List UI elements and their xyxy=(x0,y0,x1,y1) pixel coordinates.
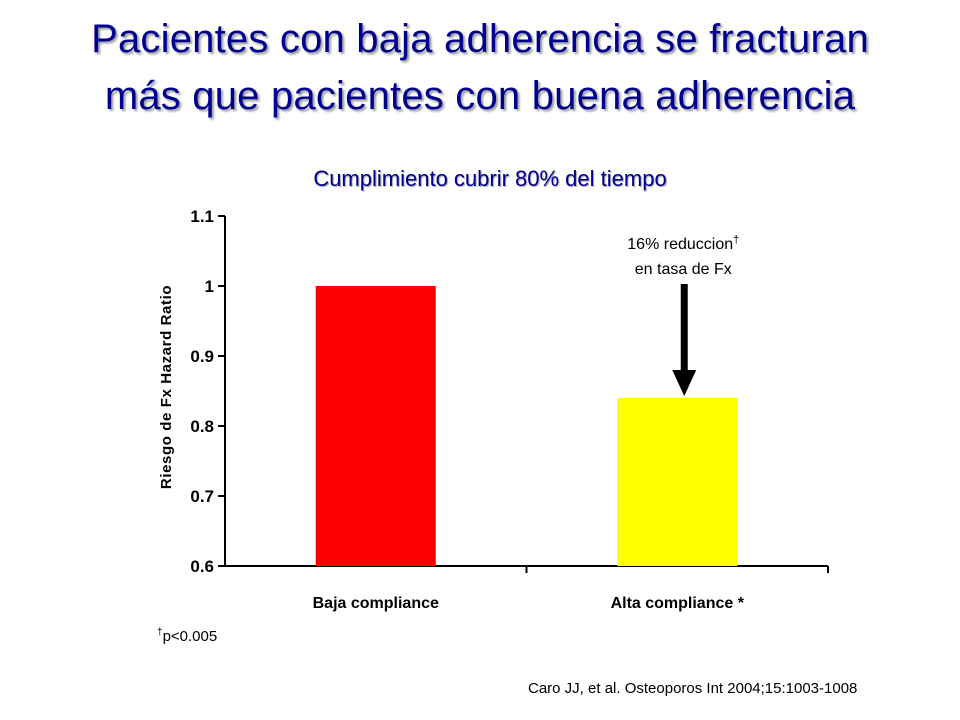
y-tick-label: 1 xyxy=(205,277,214,296)
bar xyxy=(315,286,436,566)
slide-title-line-1: Pacientes con baja adherencia se fractur… xyxy=(91,17,869,61)
y-axis-label: Riesgo de Fx Hazard Ratio xyxy=(158,285,175,489)
bar xyxy=(617,398,738,566)
annotation-line-2: en tasa de Fx xyxy=(635,261,732,278)
footnote-text: p<0.005 xyxy=(162,628,218,645)
citation: Caro JJ, et al. Osteoporos Int 2004;15:1… xyxy=(528,680,858,697)
slide-title-line-2: más que pacientes con buena adherencia xyxy=(104,74,856,118)
footnote-mark: † xyxy=(157,627,163,638)
y-tick-label: 0.9 xyxy=(190,347,214,366)
y-tick-label: 0.6 xyxy=(190,557,214,576)
annotation-mark: † xyxy=(733,234,739,246)
chart-title: Cumplimiento cubrir 80% del tiempo xyxy=(313,166,667,191)
annotation-line-1: 16% reduccion† xyxy=(627,234,739,253)
category-label: Baja compliance xyxy=(313,595,439,612)
footnote: †p<0.005 xyxy=(157,627,217,645)
category-label: Alta compliance * xyxy=(611,595,745,612)
annotation-arrow-head xyxy=(672,370,697,396)
y-tick-label: 0.7 xyxy=(190,487,214,506)
y-tick-label: 0.8 xyxy=(190,417,214,436)
y-tick-label: 1.1 xyxy=(190,207,214,226)
